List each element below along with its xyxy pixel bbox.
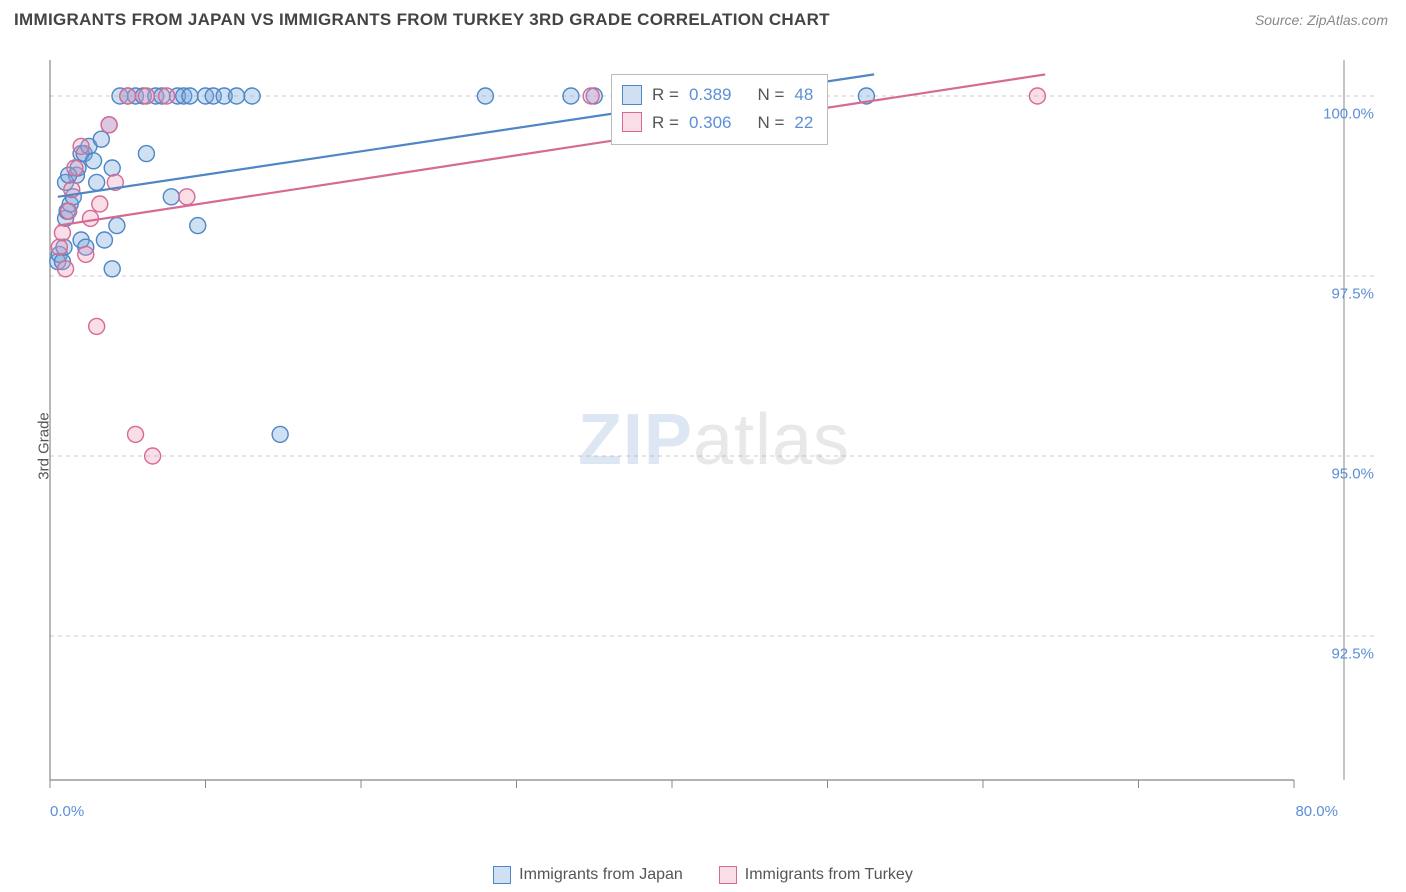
legend-swatch-turkey <box>719 866 737 884</box>
chart-header: IMMIGRANTS FROM JAPAN VS IMMIGRANTS FROM… <box>0 0 1406 36</box>
stat-r-value: 0.389 <box>689 81 732 108</box>
y-tick-label: 97.5% <box>1331 286 1374 303</box>
y-tick-label: 95.0% <box>1331 466 1374 483</box>
legend-label-japan: Immigrants from Japan <box>519 866 683 884</box>
stat-swatch-turkey <box>622 112 642 132</box>
legend-item-japan: Immigrants from Japan <box>493 866 683 884</box>
scatter-chart-svg <box>44 50 1384 830</box>
y-tick-label: 92.5% <box>1331 646 1374 663</box>
stat-swatch-japan <box>622 85 642 105</box>
stat-row-turkey: R = 0.306 N = 22 <box>622 109 813 136</box>
legend-label-turkey: Immigrants from Turkey <box>745 866 913 884</box>
stat-r-value: 0.306 <box>689 109 732 136</box>
legend-swatch-japan <box>493 866 511 884</box>
x-axis-min-label: 0.0% <box>50 803 84 820</box>
correlation-stat-box: R = 0.389 N = 48 R = 0.306 N = 22 <box>611 74 828 144</box>
stat-n-value: 22 <box>794 109 813 136</box>
stat-n-prefix: N = <box>757 81 784 108</box>
stat-row-japan: R = 0.389 N = 48 <box>622 81 813 108</box>
x-axis-max-label: 80.0% <box>1295 803 1338 820</box>
stat-n-prefix: N = <box>757 109 784 136</box>
y-tick-label: 100.0% <box>1323 106 1374 123</box>
legend-item-turkey: Immigrants from Turkey <box>719 866 913 884</box>
chart-title: IMMIGRANTS FROM JAPAN VS IMMIGRANTS FROM… <box>14 10 830 30</box>
plot-area: ZIPatlas R = 0.389N = 48R = 0.306N = 22 … <box>44 50 1384 830</box>
stat-r-prefix: R = <box>652 109 679 136</box>
chart-source: Source: ZipAtlas.com <box>1255 12 1388 28</box>
stat-n-value: 48 <box>794 81 813 108</box>
bottom-legend: Immigrants from Japan Immigrants from Tu… <box>0 866 1406 884</box>
stat-r-prefix: R = <box>652 81 679 108</box>
